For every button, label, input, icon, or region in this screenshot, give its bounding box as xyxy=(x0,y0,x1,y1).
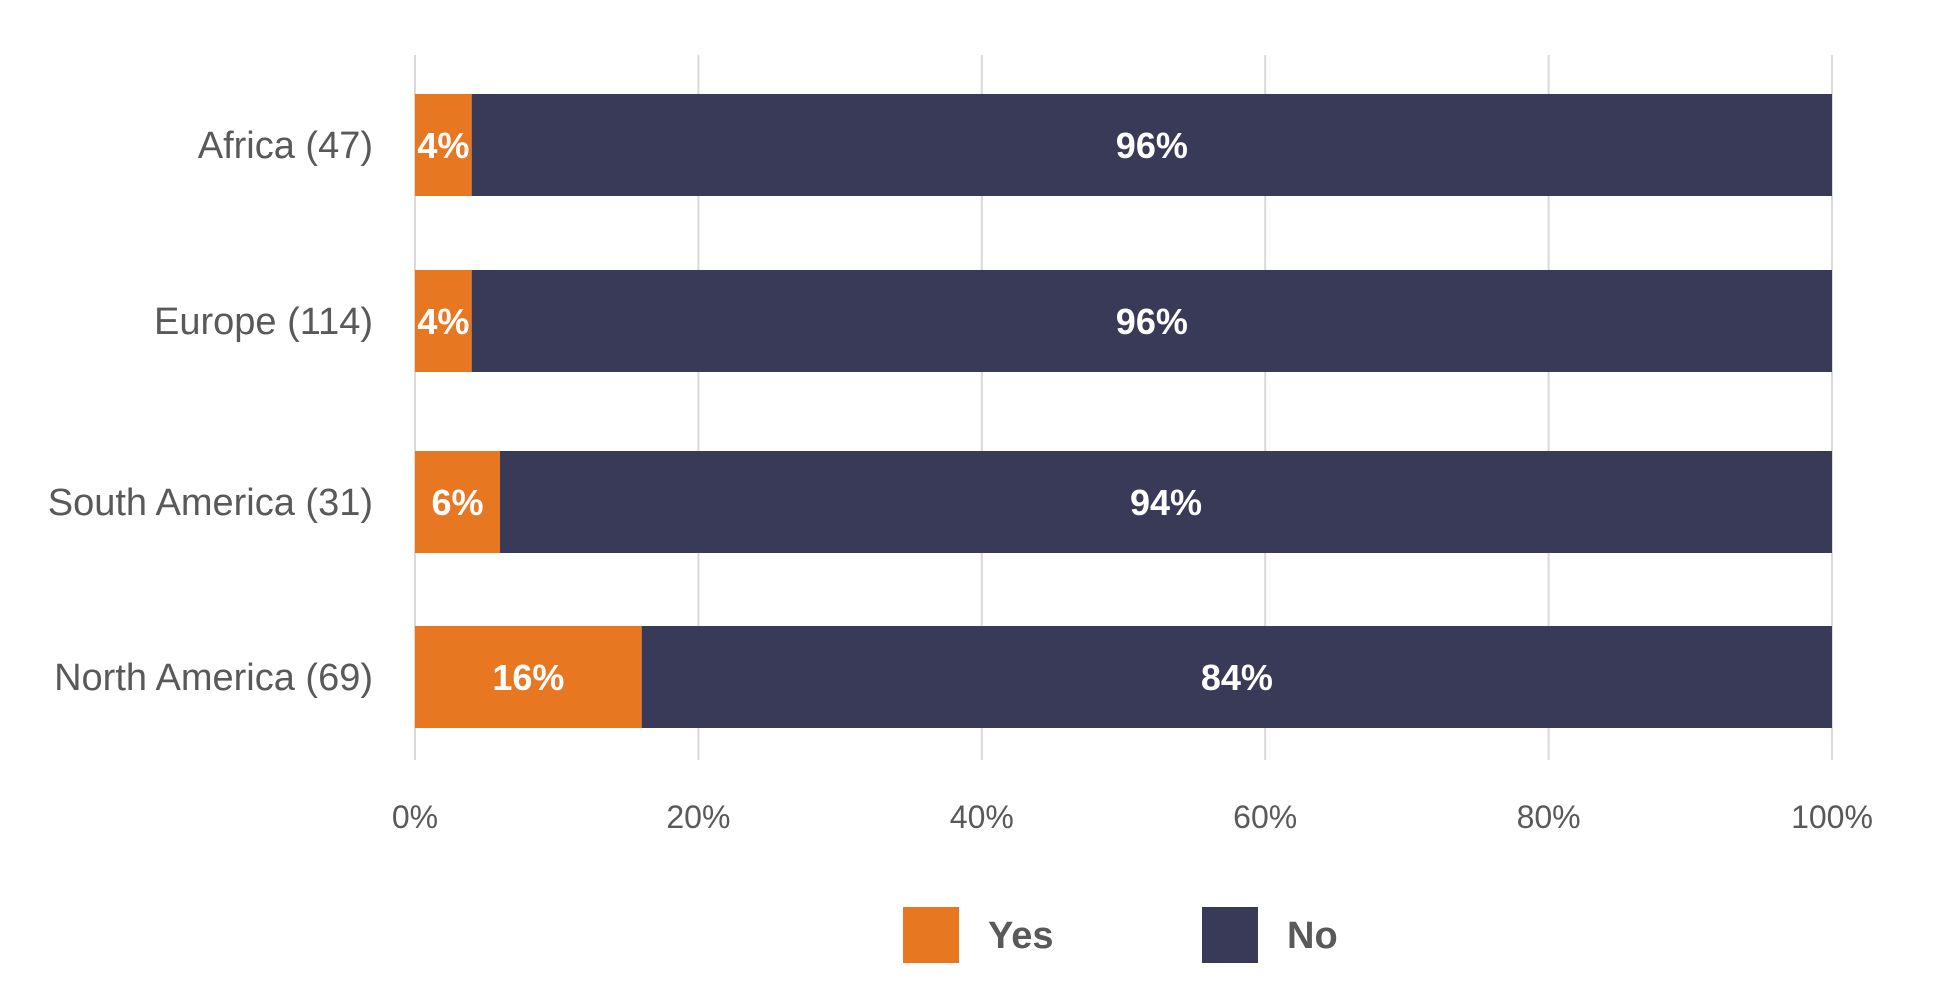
x-tick-label: 80% xyxy=(1517,799,1581,835)
bar-no xyxy=(471,94,1833,196)
x-tick-labels: 0% 20% 40% 60% 80% 100% xyxy=(392,799,1873,835)
bar-no xyxy=(471,270,1833,372)
bar-value-label: 4% xyxy=(417,125,469,166)
x-tick-label: 100% xyxy=(1791,799,1873,835)
x-tick-label: 40% xyxy=(950,799,1014,835)
bar-no xyxy=(500,451,1832,553)
category-label: North America (69) xyxy=(54,657,373,699)
bar-value-label: 84% xyxy=(1201,657,1273,698)
bar-value-label: 6% xyxy=(431,482,483,523)
legend-swatch-yes xyxy=(903,907,959,963)
category-label: South America (31) xyxy=(48,482,373,524)
legend-label-yes: Yes xyxy=(988,915,1054,957)
bar-value-label: 96% xyxy=(1116,301,1188,342)
legend: Yes No xyxy=(903,907,1338,963)
bar-yes xyxy=(415,451,501,553)
bar-no xyxy=(641,626,1832,728)
x-tick-label: 60% xyxy=(1233,799,1297,835)
bar-yes xyxy=(415,270,472,372)
legend-label-no: No xyxy=(1287,915,1338,957)
legend-swatch-no xyxy=(1202,907,1258,963)
bar-value-label: 4% xyxy=(417,301,469,342)
bar-value-label: 94% xyxy=(1130,482,1202,523)
category-label: Africa (47) xyxy=(198,125,373,167)
bar-yes xyxy=(415,626,642,728)
x-tick-label: 0% xyxy=(392,799,438,835)
category-labels: Africa (47) Europe (114) South America (31… xyxy=(48,125,373,699)
bar-value-label: 16% xyxy=(492,657,564,698)
x-tick-label: 20% xyxy=(666,799,730,835)
category-label: Europe (114) xyxy=(154,301,373,343)
bar-yes xyxy=(415,94,472,196)
bar-value-label: 96% xyxy=(1116,125,1188,166)
bars: 4% 96% 4% 96% 6% 94% 16% 84% xyxy=(415,94,1833,728)
